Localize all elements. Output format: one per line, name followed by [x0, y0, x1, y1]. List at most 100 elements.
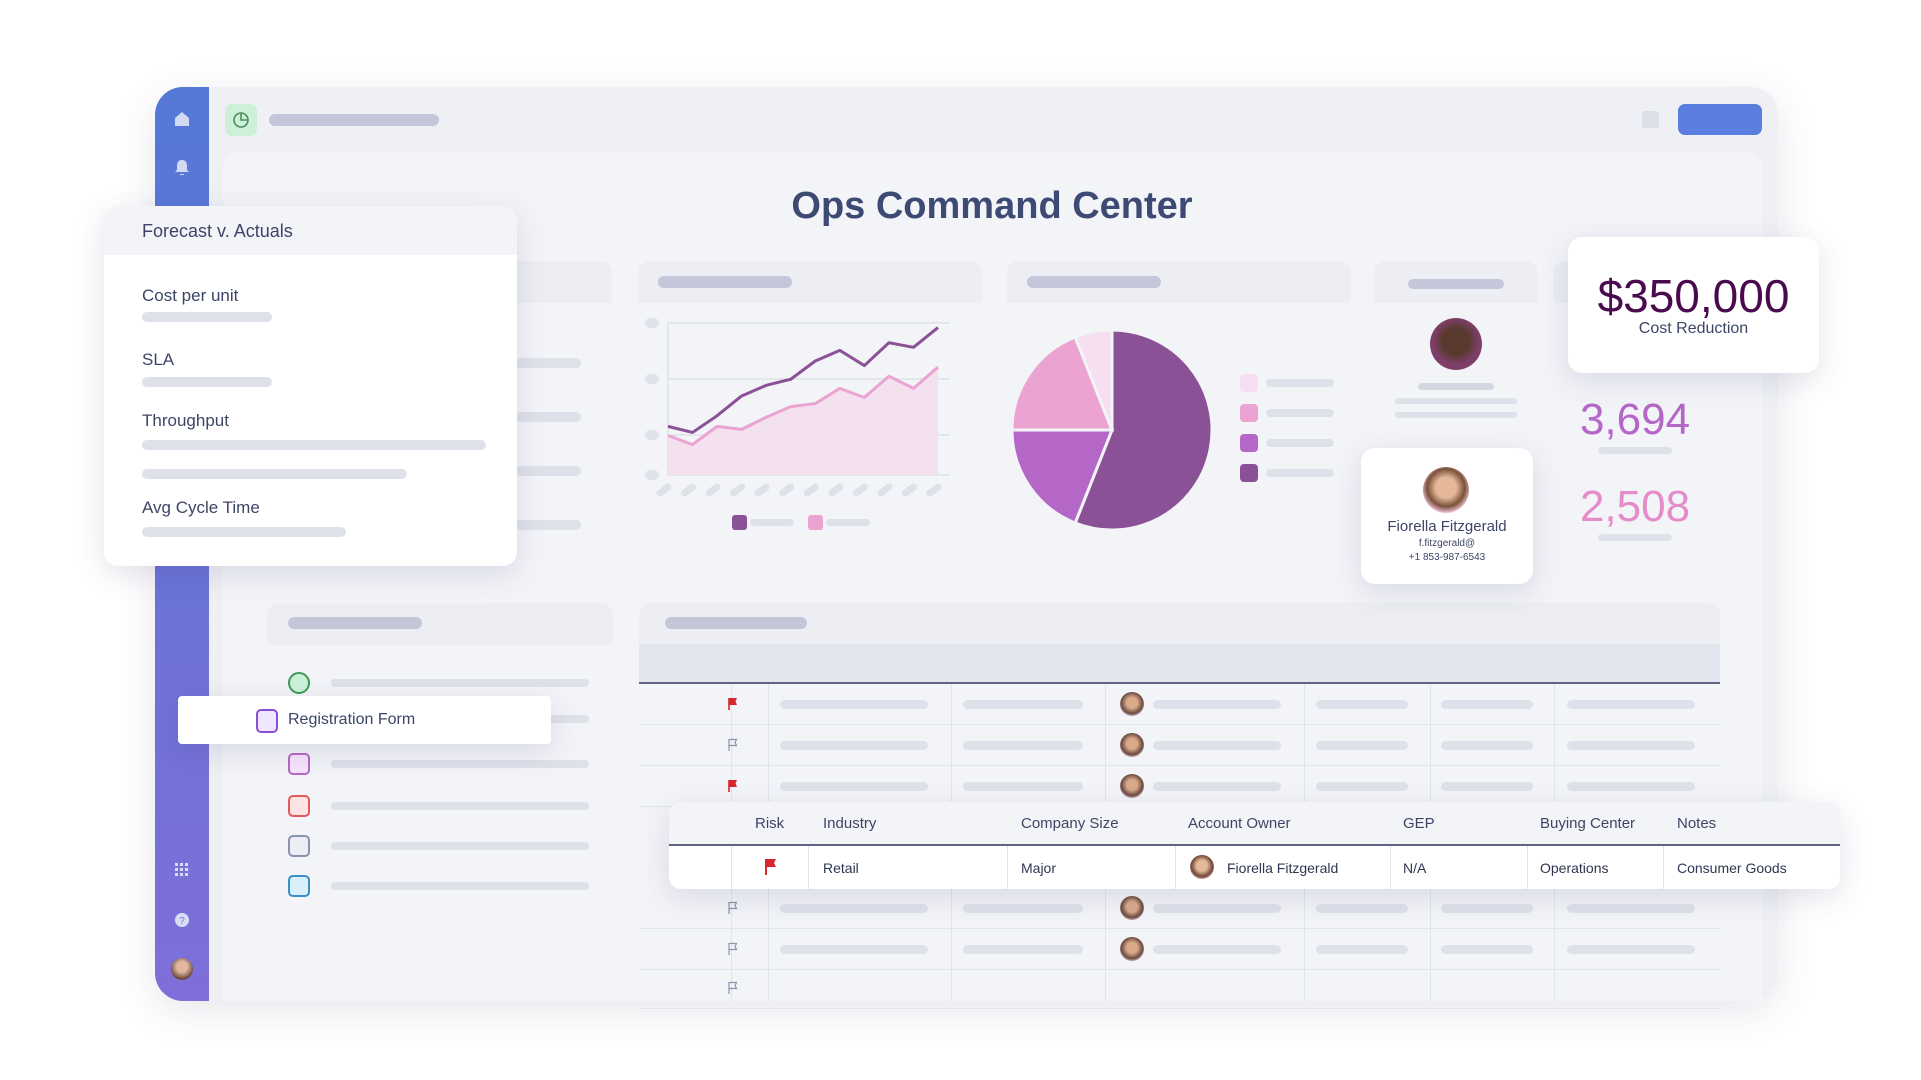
column-header-gep[interactable]: GEP: [1403, 815, 1435, 832]
cell-notes: Consumer Goods: [1677, 860, 1787, 876]
x-tick-label-placeholder: [754, 483, 770, 497]
list-item-placeholder[interactable]: [331, 760, 589, 768]
svg-text:?: ?: [179, 916, 185, 927]
metric-label: Throughput: [142, 411, 229, 430]
column-header-industry[interactable]: Industry: [823, 815, 877, 832]
table-row[interactable]: [669, 844, 1840, 889]
account-owner-avatar: [1120, 692, 1144, 716]
column-header-risk[interactable]: Risk: [755, 815, 785, 832]
risk-flag-icon[interactable]: [727, 738, 739, 752]
cell-placeholder: [1153, 700, 1281, 709]
cell-placeholder: [1441, 700, 1533, 709]
x-tick-label-placeholder: [803, 483, 819, 497]
cell-placeholder: [1567, 741, 1695, 750]
risk-flag-icon[interactable]: [727, 942, 739, 956]
cell-placeholder: [1567, 700, 1695, 709]
cell-account-owner[interactable]: Fiorella Fitzgerald: [1227, 860, 1339, 876]
placeholder: [515, 358, 581, 368]
primary-action-button[interactable]: [1678, 104, 1762, 135]
cell-placeholder: [1153, 782, 1281, 791]
row-divider: [639, 724, 1720, 725]
divider: [731, 846, 732, 889]
placeholder: [1395, 398, 1517, 404]
metric-label: Cost per unit: [142, 286, 239, 305]
series-line: [667, 326, 939, 434]
legend-swatch: [1240, 434, 1258, 452]
placeholder: [1598, 447, 1672, 454]
user-avatar[interactable]: [155, 958, 209, 980]
pie-slice: [1010, 428, 1115, 525]
column-header-company-size[interactable]: Company Size: [1021, 815, 1119, 832]
forecast-card: Forecast v. Actuals Cost per unit SLA Th…: [104, 206, 517, 566]
placeholder: [665, 617, 807, 629]
legend-label-placeholder: [1266, 469, 1334, 477]
list-item-registration-form[interactable]: Registration Form: [178, 696, 551, 744]
placeholder: [515, 412, 581, 422]
cell-placeholder: [1441, 741, 1533, 750]
column-header-account-owner[interactable]: Account Owner: [1188, 815, 1291, 832]
account-owner-avatar: [1120, 774, 1144, 798]
cell-placeholder: [1316, 741, 1408, 750]
cell-placeholder: [1567, 945, 1695, 954]
contact-name: Fiorella Fitzgerald: [1387, 518, 1507, 535]
list-item-placeholder[interactable]: [331, 842, 589, 850]
x-tick-label-placeholder: [730, 483, 746, 497]
risk-flag-icon[interactable]: [727, 901, 739, 915]
help-icon[interactable]: ?: [155, 913, 209, 927]
placeholder: [288, 617, 422, 629]
apps-grid-icon[interactable]: [155, 863, 209, 877]
contact-phone: +1 853-987-6543: [1408, 552, 1486, 563]
cell-placeholder: [780, 945, 928, 954]
cell-placeholder: [1153, 904, 1281, 913]
account-owner-avatar: [1190, 855, 1214, 879]
list-item-placeholder[interactable]: [331, 802, 589, 810]
toolbar-square-button[interactable]: [1642, 111, 1659, 128]
placeholder: [515, 520, 581, 530]
stat-value-1: 3,694: [1579, 395, 1691, 444]
forecast-card-title: Forecast v. Actuals: [142, 221, 293, 241]
column-header-buying-center[interactable]: Buying Center: [1540, 815, 1636, 832]
table-panel-header: [639, 603, 1720, 645]
cell-company-size: Major: [1021, 860, 1057, 876]
list-item-placeholder[interactable]: [331, 882, 589, 890]
risk-flag-icon[interactable]: [764, 858, 778, 876]
pie-clock-icon: [225, 104, 257, 136]
column-header-notes[interactable]: Notes: [1677, 815, 1717, 832]
legend-swatch: [1240, 404, 1258, 422]
legend-swatch: [808, 515, 823, 530]
cell-placeholder: [780, 782, 928, 791]
risk-flag-icon[interactable]: [727, 981, 739, 995]
stat-value-2: 2,508: [1579, 482, 1691, 531]
row-divider: [639, 1008, 1720, 1009]
x-tick-label-placeholder: [852, 483, 868, 497]
home-icon[interactable]: [155, 111, 209, 127]
list-item-placeholder[interactable]: [331, 679, 589, 687]
forecast-card-header: [104, 206, 517, 255]
x-tick-label-placeholder: [681, 483, 697, 497]
x-tick-label-placeholder: [656, 483, 672, 497]
cell-placeholder: [1153, 945, 1281, 954]
cell-placeholder: [1441, 904, 1533, 913]
metric-bar: [142, 377, 272, 387]
table-header-band: [639, 644, 1720, 684]
x-tick-label-placeholder: [901, 483, 917, 497]
pie-slice: [1073, 328, 1114, 431]
contact-email[interactable]: f.fitzgerald@: [1418, 538, 1476, 549]
divider: [1527, 846, 1528, 889]
pie-icon: [288, 672, 310, 694]
legend-label-placeholder: [750, 519, 794, 526]
account-owner-avatar: [1120, 733, 1144, 757]
cell-placeholder: [1316, 945, 1408, 954]
breadcrumb-placeholder: [269, 114, 439, 126]
placeholder: [1395, 412, 1517, 418]
divider: [1390, 846, 1391, 889]
risk-flag-icon[interactable]: [727, 697, 739, 711]
cell-placeholder: [1316, 782, 1408, 791]
risk-flag-icon[interactable]: [727, 779, 739, 793]
x-tick-label-placeholder: [926, 483, 942, 497]
record-icon: [288, 795, 310, 817]
x-tick-label-placeholder: [877, 483, 893, 497]
line-chart-title-placeholder: [658, 276, 792, 288]
bell-icon[interactable]: [155, 159, 209, 177]
placeholder: [515, 466, 581, 476]
